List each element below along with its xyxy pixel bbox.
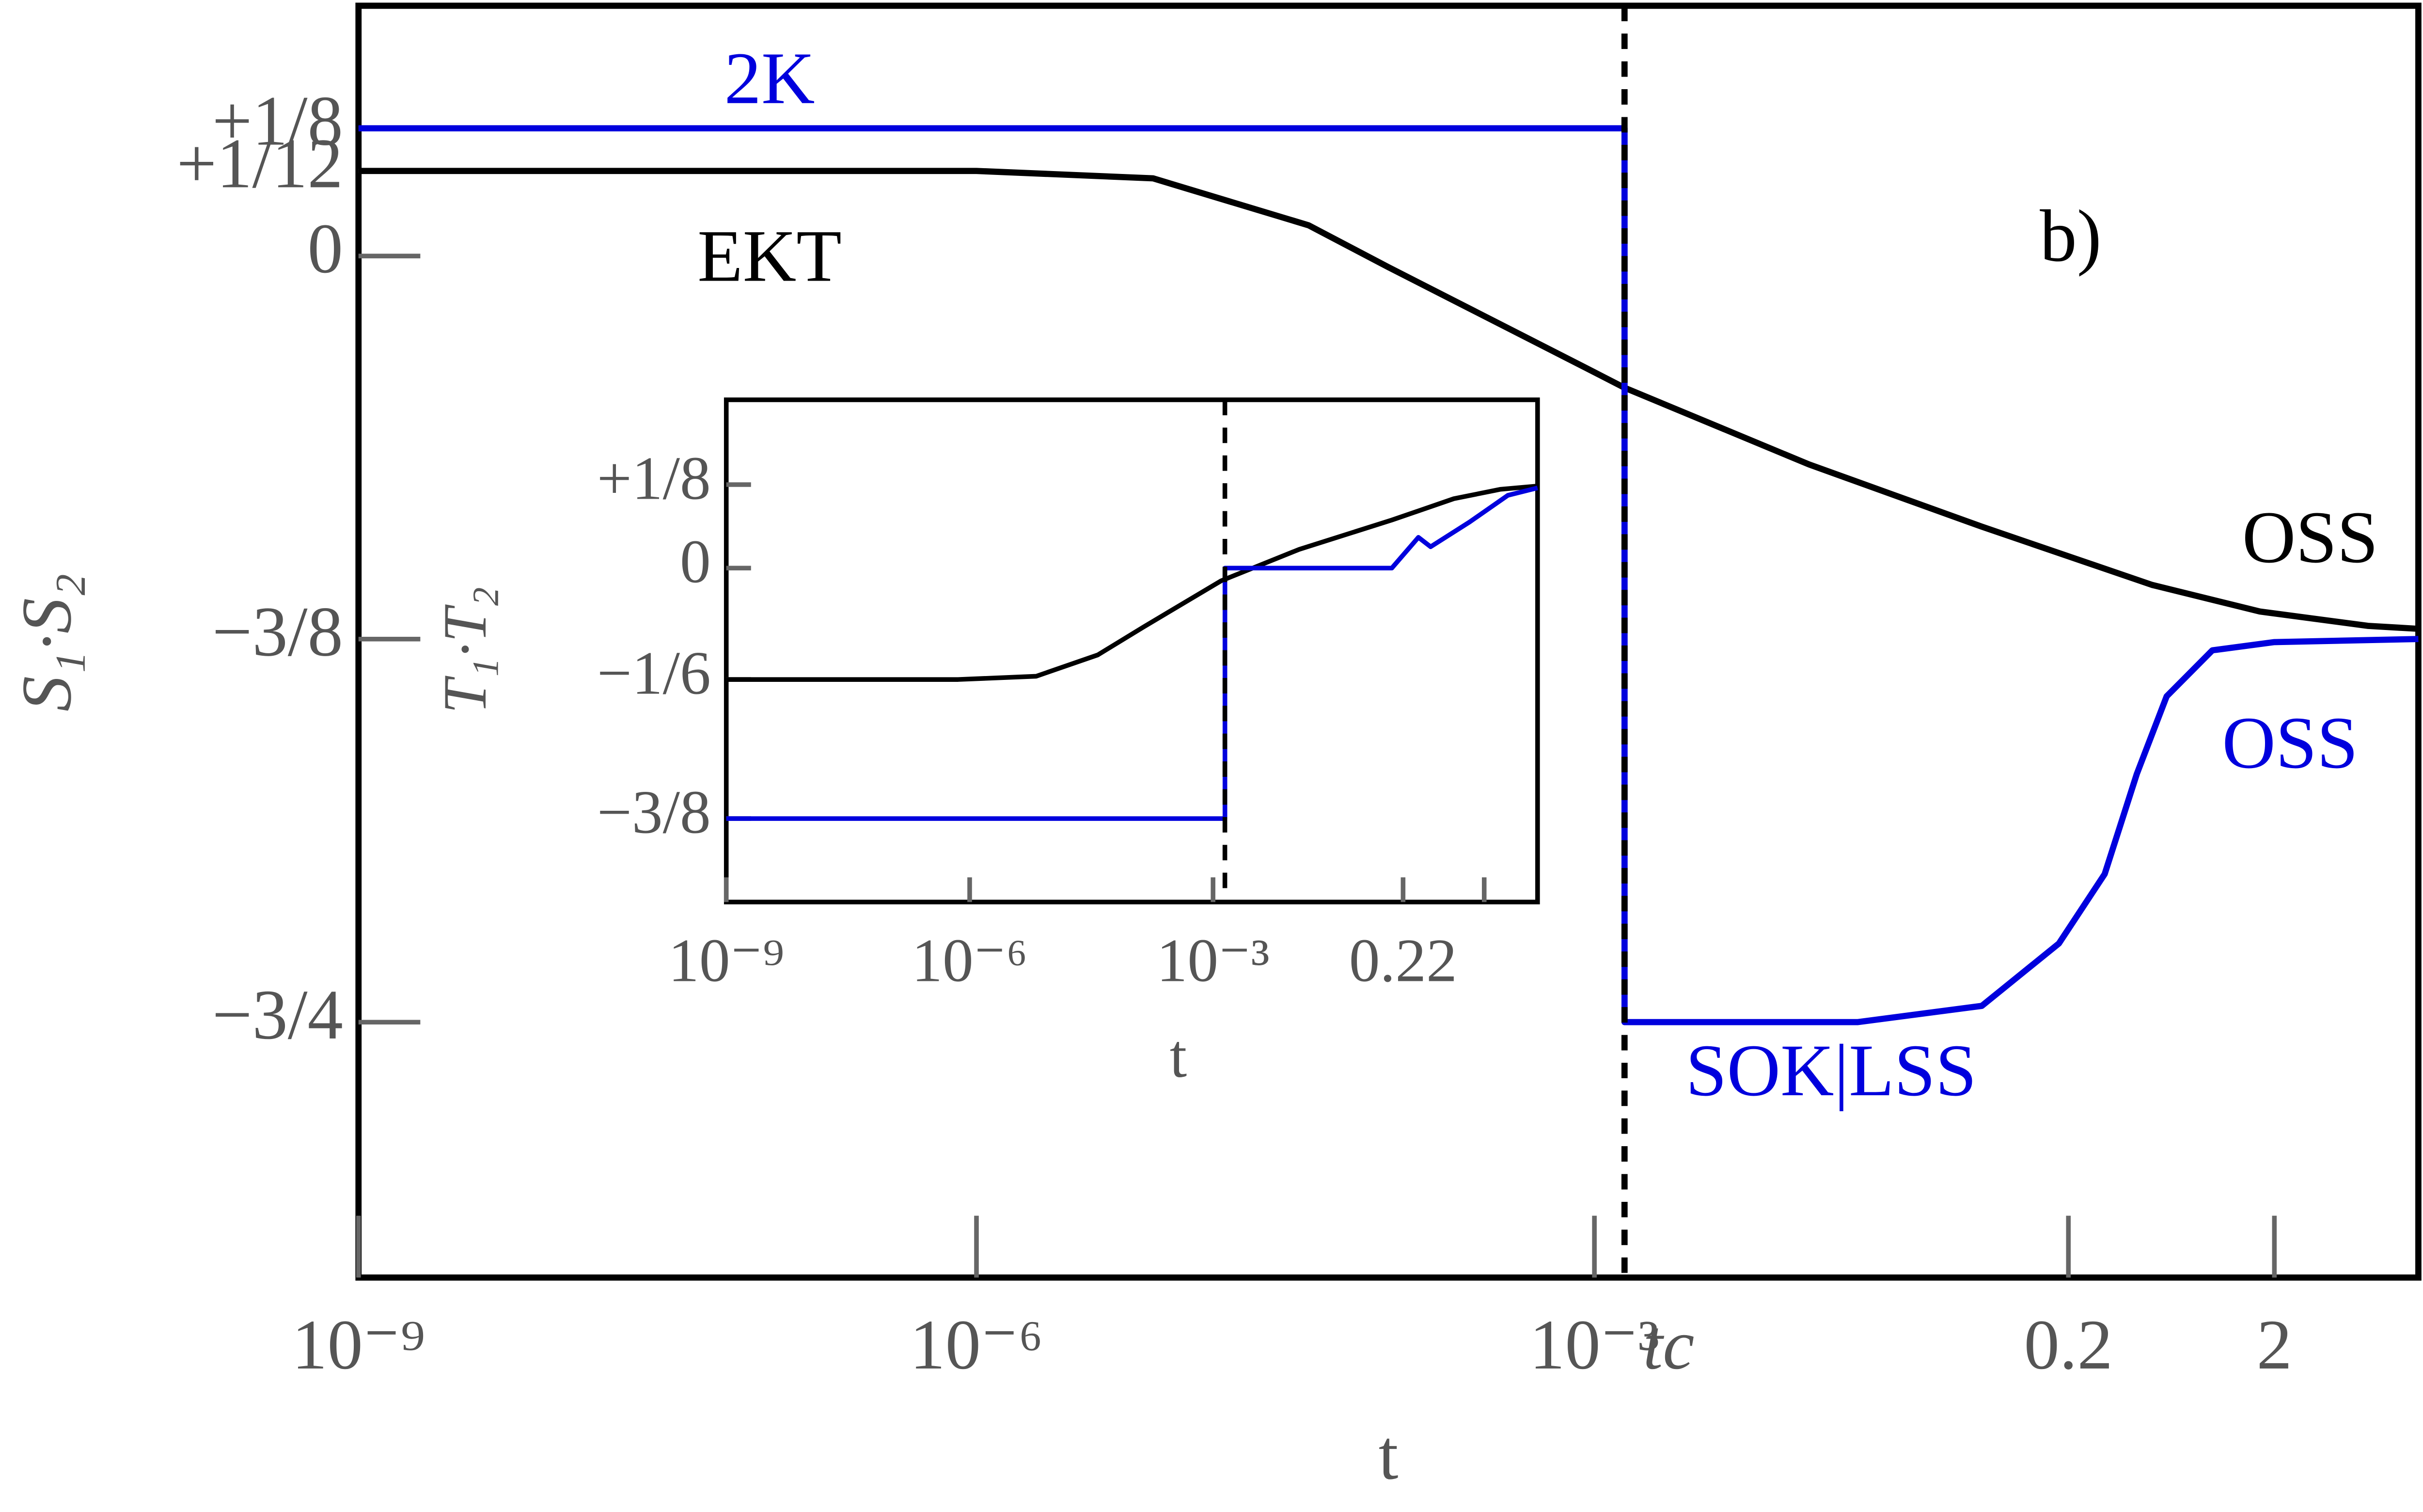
y-tick-label: −3/4 — [212, 975, 343, 1054]
annotation: OSS — [2222, 702, 2358, 784]
y-tick-label: −1/6 — [597, 638, 711, 707]
x-tick-label: 10⁻⁶ — [910, 1305, 1043, 1384]
y-axis-label: T₁·T₂ — [430, 586, 499, 713]
y-axis-label: S₁·S₂ — [7, 573, 86, 711]
y-tick-label: +1/8 — [597, 443, 711, 512]
annotation: 2K — [724, 38, 815, 120]
x-tick-label: 2 — [2257, 1305, 2292, 1384]
annotation: SOK|LSS — [1685, 1030, 1977, 1112]
annotation: EKT — [697, 216, 842, 298]
x-axis-label: t — [1379, 1415, 1399, 1494]
plot-frame — [724, 397, 1540, 905]
y-tick-label: −3/8 — [597, 777, 711, 846]
y-tick-label: +1/8 — [212, 81, 343, 160]
x-tick-label: tc — [1643, 1305, 1695, 1384]
x-tick-label: 10⁻⁶ — [912, 926, 1027, 995]
y-tick-label: 0 — [680, 527, 711, 596]
x-tick-label: 10⁻⁹ — [668, 926, 784, 995]
x-tick-label: 10⁻³ — [1157, 926, 1270, 995]
annotation: b) — [2040, 195, 2102, 277]
y-tick-label: 0 — [308, 209, 343, 288]
x-tick-label: 10⁻⁹ — [292, 1305, 425, 1384]
series-line — [726, 484, 1538, 682]
x-tick-label: 0.22 — [1349, 926, 1457, 995]
y-tick-label: +1/12 — [176, 124, 343, 203]
x-tick-label: 0.2 — [2024, 1305, 2113, 1384]
y-tick-label: −3/8 — [212, 592, 343, 671]
annotation: OSS — [2242, 497, 2378, 579]
x-axis-label: t — [1170, 1022, 1187, 1090]
x-tick-label: 10⁻³ — [1529, 1305, 1659, 1384]
